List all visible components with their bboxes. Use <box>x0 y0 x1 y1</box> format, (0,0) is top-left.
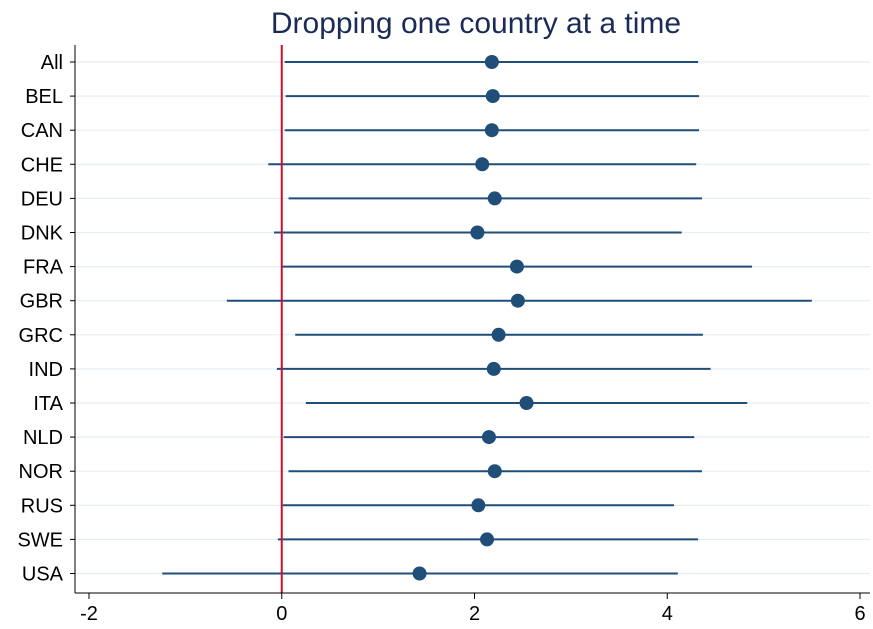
point-ita <box>519 396 534 410</box>
category-label-usa: USA <box>22 564 64 586</box>
category-label-nld: NLD <box>23 427 63 449</box>
point-grc <box>491 327 506 342</box>
category-label-all: All <box>41 52 63 74</box>
point-estimates <box>412 55 534 581</box>
point-swe <box>480 532 495 547</box>
category-labels: All BEL CAN CHE DEU DNK FRA GBR GRC IND ITA NLD NOR R… <box>17 52 63 586</box>
category-label-bel: BEL <box>25 86 63 108</box>
point-dnk <box>470 225 485 240</box>
point-fra <box>509 259 524 274</box>
x-tick-label: 4 <box>662 603 673 625</box>
category-label-che: CHE <box>21 154 63 176</box>
x-tick-label: 6 <box>854 603 865 625</box>
axes <box>70 45 870 599</box>
point-che <box>475 157 490 172</box>
point-rus <box>471 498 486 513</box>
category-label-ita: ITA <box>33 393 63 415</box>
point-bel <box>485 89 500 104</box>
category-label-grc: GRC <box>19 325 63 347</box>
point-all <box>484 55 499 69</box>
category-label-gbr: GBR <box>20 291 63 313</box>
category-label-swe: SWE <box>17 529 63 551</box>
confidence-intervals <box>162 61 812 575</box>
category-label-ind: IND <box>29 359 63 381</box>
x-tick-label: 0 <box>276 603 287 625</box>
category-label-nor: NOR <box>19 461 63 483</box>
x-tick-label: 2 <box>469 603 480 625</box>
point-gbr <box>510 293 525 308</box>
point-usa <box>412 566 427 581</box>
category-label-fra: FRA <box>23 257 64 279</box>
chart-title: Dropping one country at a time <box>271 7 681 40</box>
category-label-can: CAN <box>21 120 63 142</box>
x-tick-label: -2 <box>80 603 98 625</box>
x-tick-labels: -2 0 2 4 6 <box>80 603 865 625</box>
point-ind <box>486 361 501 376</box>
category-label-dnk: DNK <box>21 223 64 245</box>
grid-lines <box>75 61 870 575</box>
category-label-deu: DEU <box>21 188 63 210</box>
point-nld <box>481 430 496 445</box>
point-deu <box>487 191 502 206</box>
point-can <box>484 123 499 138</box>
category-label-rus: RUS <box>21 495 63 517</box>
point-nor <box>487 464 502 479</box>
